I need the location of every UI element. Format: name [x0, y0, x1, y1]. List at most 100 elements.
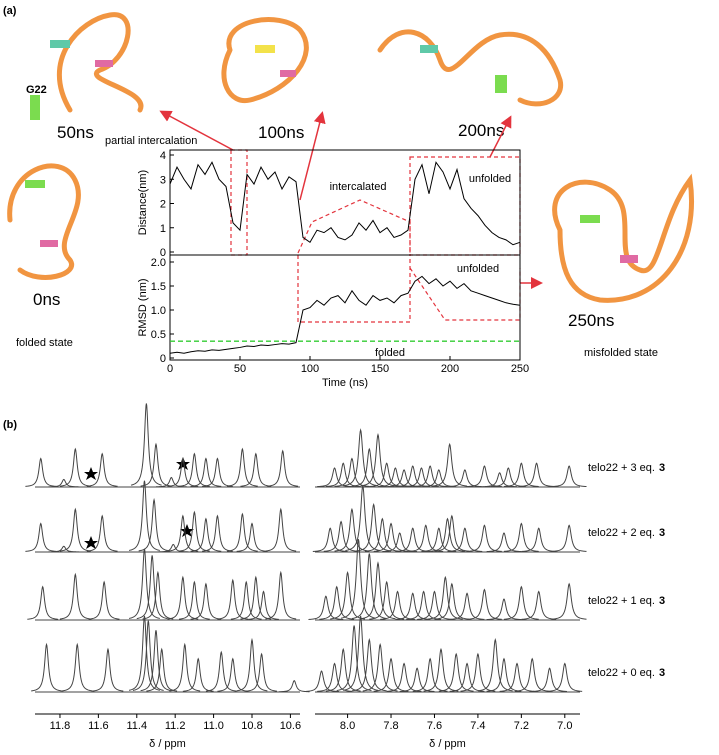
peak [140, 442, 172, 487]
peak [334, 507, 370, 552]
peak [246, 652, 278, 692]
peak [467, 524, 502, 552]
snapshot-label: 200ns [458, 121, 504, 140]
peak [142, 570, 174, 620]
x-tick-label: 11.2 [165, 720, 186, 732]
peak [130, 403, 162, 486]
peak [230, 580, 262, 620]
peak [312, 527, 348, 552]
residue-label: G22 [26, 84, 47, 96]
peak [467, 465, 502, 488]
y-axis-label: Distance(nm) [137, 170, 149, 235]
snapshot-label: 250ns [568, 311, 614, 330]
spectrum-name: telo22 + 1 eq. [588, 595, 655, 607]
x-tick-label: 10.8 [241, 720, 262, 732]
compound-number: 3 [659, 462, 665, 474]
peak [248, 590, 279, 620]
peak [240, 575, 272, 620]
peak [178, 580, 210, 620]
x-tick-label: 200 [441, 363, 459, 375]
peak [317, 467, 352, 488]
peak [490, 467, 526, 488]
peak [31, 642, 62, 692]
peak [146, 647, 178, 692]
plot-frame [169, 149, 521, 256]
x-tick-label: 11.8 [50, 720, 71, 732]
peak [61, 642, 93, 692]
peak [157, 543, 189, 553]
peak [325, 647, 361, 692]
annotation: unfolded [457, 263, 499, 275]
peak [330, 570, 366, 620]
peak [138, 497, 170, 552]
peak [236, 522, 268, 552]
peak [92, 647, 124, 692]
peak [351, 553, 387, 620]
x-tick-label: 8.0 [340, 720, 355, 732]
peak [412, 465, 448, 488]
x-tick-label: 7.4 [470, 720, 485, 732]
peak [308, 595, 344, 620]
peak [423, 647, 459, 692]
peak [265, 570, 297, 620]
spectrum-name: telo22 + 2 eq. [588, 527, 655, 539]
peak [86, 514, 118, 552]
peak [412, 657, 448, 692]
snapshot-label: misfolded state [584, 347, 658, 359]
peak [48, 478, 80, 488]
y-axis-label: RMSD (nm) [137, 278, 149, 336]
peak [503, 462, 539, 487]
compound-number: 3 [659, 595, 665, 607]
peak [514, 657, 550, 692]
peak [319, 585, 355, 620]
peak [380, 590, 415, 620]
x-axis-label: δ / ppm [429, 738, 466, 750]
x-tick-label: 7.0 [557, 720, 572, 732]
y-tick-label: 2 [160, 199, 166, 211]
annotation: intercalated [330, 181, 387, 193]
peak [178, 452, 210, 487]
peak [519, 462, 554, 487]
annotation: folded [375, 347, 405, 359]
peak [265, 507, 297, 552]
panel-label: (b) [3, 419, 17, 431]
peak [434, 514, 470, 552]
peak [373, 657, 409, 692]
x-tick-label: 0 [167, 363, 173, 375]
snapshot-label: partial intercalation [105, 135, 197, 147]
peak [417, 590, 452, 620]
plot-frame [169, 254, 521, 361]
snapshot-label: 0ns [33, 290, 60, 309]
peak [343, 615, 379, 691]
peak [167, 575, 199, 620]
peak [190, 517, 222, 552]
peak [140, 630, 172, 692]
peak [369, 580, 405, 620]
peak [499, 662, 535, 692]
x-axis-label: Time (ns) [322, 377, 368, 389]
x-axis-label: δ / ppm [149, 738, 186, 750]
peak [169, 642, 201, 692]
peak [460, 652, 496, 692]
spectrum-label: telo22 + 3 eq. 3 [588, 462, 665, 474]
peak [521, 590, 557, 620]
peak [59, 447, 91, 487]
y-tick-label: 0 [160, 353, 166, 365]
snapshot-label: 100ns [258, 123, 304, 142]
star [176, 457, 190, 470]
peak [467, 588, 502, 620]
peak [532, 667, 568, 692]
peak [59, 507, 91, 552]
peak [430, 517, 465, 552]
peak [25, 457, 57, 487]
x-tick-label: 11.0 [203, 720, 224, 732]
y-tick-label: 0 [160, 247, 166, 259]
star [180, 524, 194, 537]
peak [240, 452, 272, 487]
peak [48, 545, 80, 553]
peak [486, 657, 522, 692]
peak [190, 582, 222, 620]
y-tick-label: 2.0 [151, 257, 166, 269]
peak [360, 433, 396, 487]
peak [128, 480, 160, 551]
